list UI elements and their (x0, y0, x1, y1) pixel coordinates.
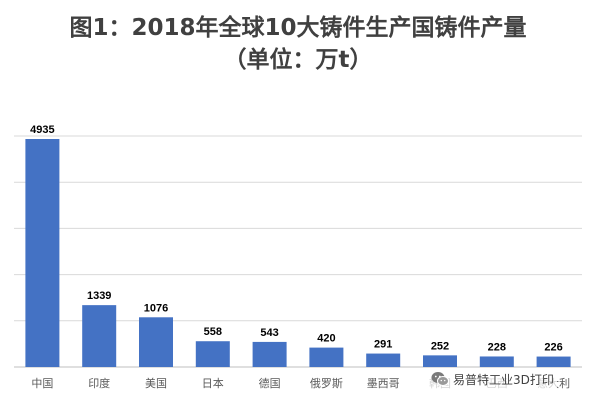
x-tick-label: 德国 (259, 376, 281, 390)
data-label: 420 (317, 333, 335, 345)
chart-title-line1: 图1：2018年全球10大铸件生产国铸件产量 (69, 15, 527, 41)
x-tick-label: 美国 (145, 377, 167, 390)
bar (479, 356, 514, 367)
data-label: 4935 (30, 124, 54, 136)
bar (195, 341, 230, 367)
data-label: 252 (431, 340, 449, 352)
x-tick-label: 墨西哥 (367, 377, 400, 390)
bar (423, 355, 457, 367)
bar (25, 139, 60, 367)
data-label: 1076 (144, 302, 168, 314)
data-label: 543 (260, 327, 278, 339)
x-tick-label: 俄罗斯 (310, 377, 343, 390)
watermark: 易普特工业3D打印 (428, 368, 557, 390)
data-label: 291 (374, 339, 392, 351)
x-tick-label: 印度 (88, 376, 110, 390)
wechat-icon (431, 372, 449, 386)
data-label: 226 (544, 342, 562, 354)
x-tick-label: 日本 (202, 376, 224, 390)
bar (536, 356, 571, 367)
data-label: 228 (488, 341, 506, 353)
bar (366, 353, 401, 367)
bar (82, 305, 117, 367)
watermark-text: 易普特工业3D打印 (453, 372, 554, 387)
bar (139, 317, 173, 367)
data-label: 1339 (87, 290, 111, 302)
bar (252, 341, 287, 367)
x-tick-label: 中国 (31, 377, 53, 390)
bar (309, 347, 344, 367)
chart-title-line2: （单位：万t） (223, 47, 373, 73)
data-label: 558 (204, 326, 222, 338)
